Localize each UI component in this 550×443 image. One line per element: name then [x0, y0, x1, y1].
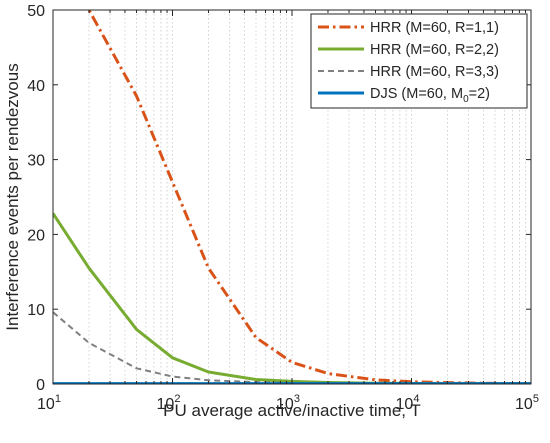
legend-label-3: HRR (M=60, R=3,3)	[370, 64, 499, 80]
y-tick-labels: 0 10 20 30 40 50	[27, 3, 45, 394]
x-tick-exponent: 4	[413, 393, 419, 405]
x-tick-exponent: 5	[533, 393, 539, 405]
x-axis-label: PU average active/inactive time, T	[163, 401, 421, 420]
y-tick-label: 20	[27, 227, 45, 244]
x-tick-exponent: 3	[294, 393, 300, 405]
series-line-3	[53, 311, 531, 384]
y-tick-label: 50	[27, 3, 45, 20]
x-tick-label: 105	[515, 393, 539, 413]
y-tick-label: 10	[27, 302, 45, 319]
x-tick-label: 102	[157, 393, 181, 413]
x-tick-exponent: 2	[174, 393, 180, 405]
legend-label-2: HRR (M=60, R=2,2)	[370, 42, 499, 58]
x-tick-label: 103	[276, 393, 300, 413]
x-tick-exponent: 1	[55, 393, 61, 405]
x-tick-label: 104	[396, 393, 420, 413]
x-tick-label: 101	[37, 393, 61, 413]
legend-label-text: DJS (M=60, M	[370, 86, 463, 102]
x-tick-base: 10	[515, 396, 533, 413]
y-axis-label: Interference events per rendezvous	[3, 63, 22, 330]
y-tick-label: 40	[27, 78, 45, 95]
legend-label-text: HRR (M=60, R=3,3)	[370, 64, 499, 80]
legend-label-4: DJS (M=60, M0=2)	[370, 86, 490, 105]
y-tick-label: 30	[27, 153, 45, 170]
x-tick-base: 10	[396, 396, 414, 413]
legend-label-1: HRR (M=60, R=1,1)	[370, 20, 499, 36]
x-tick-base: 10	[157, 396, 175, 413]
axis-ticks	[53, 9, 531, 385]
y-tick-label: 0	[36, 377, 45, 394]
x-tick-base: 10	[37, 396, 55, 413]
legend-label-text: HRR (M=60, R=2,2)	[370, 42, 499, 58]
x-tick-base: 10	[276, 396, 294, 413]
legend: HRR (M=60, R=1,1) HRR (M=60, R=2,2) HRR (M…	[310, 13, 528, 109]
legend-label-text: HRR (M=60, R=1,1)	[370, 20, 499, 36]
legend-label-tail: =2)	[469, 86, 490, 102]
x-tick-labels: 101 102 103 104 105	[37, 393, 539, 413]
legend-label-subscript: 0	[463, 94, 469, 105]
